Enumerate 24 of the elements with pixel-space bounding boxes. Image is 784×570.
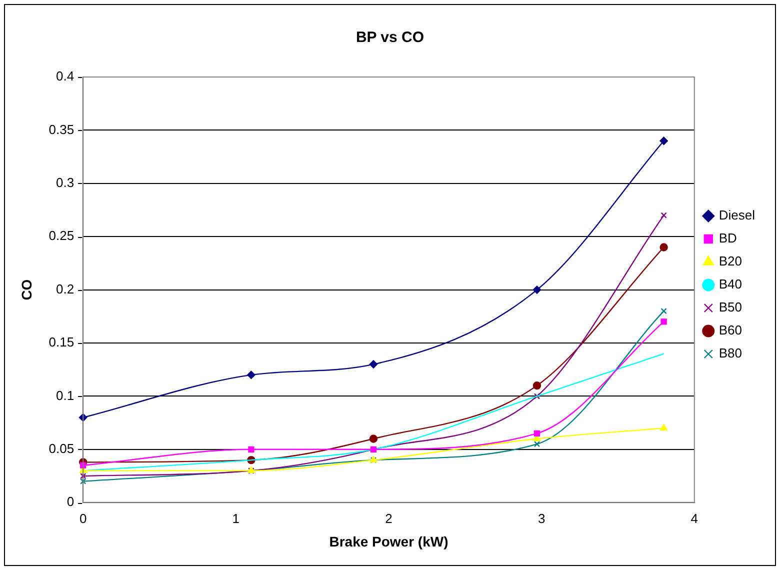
y-tick-label: 0.3 [56, 174, 74, 190]
legend-label: Diesel [718, 208, 756, 223]
legend-label: B50 [718, 300, 742, 315]
y-tick-label: 0.35 [48, 122, 74, 137]
x-tick-label: 4 [690, 510, 698, 526]
y-tick-label: 0.2 [56, 281, 74, 296]
chart-title: BP vs CO [356, 29, 424, 46]
y-tick-label: 0.15 [48, 334, 74, 350]
x-tick-label: 2 [385, 510, 392, 526]
x-tick-label: 1 [232, 510, 240, 526]
x-tick-label: 3 [538, 510, 546, 526]
y-tick-label: 0 [66, 494, 74, 510]
y-axis-title: CO [18, 279, 34, 300]
legend-label: B60 [718, 322, 742, 338]
y-tick-label: 0.05 [48, 440, 74, 456]
legend-label: BD [718, 230, 737, 246]
y-tick-label: 0.4 [56, 68, 74, 84]
legend-label: B80 [718, 346, 742, 361]
x-axis-title: Brake Power (kW) [329, 533, 448, 550]
y-tick-label: 0.25 [48, 228, 74, 244]
legend-label: B40 [718, 276, 742, 292]
legend-label: B20 [718, 254, 742, 269]
x-tick-label: 0 [79, 510, 87, 526]
y-tick-label: 0.1 [56, 388, 74, 403]
